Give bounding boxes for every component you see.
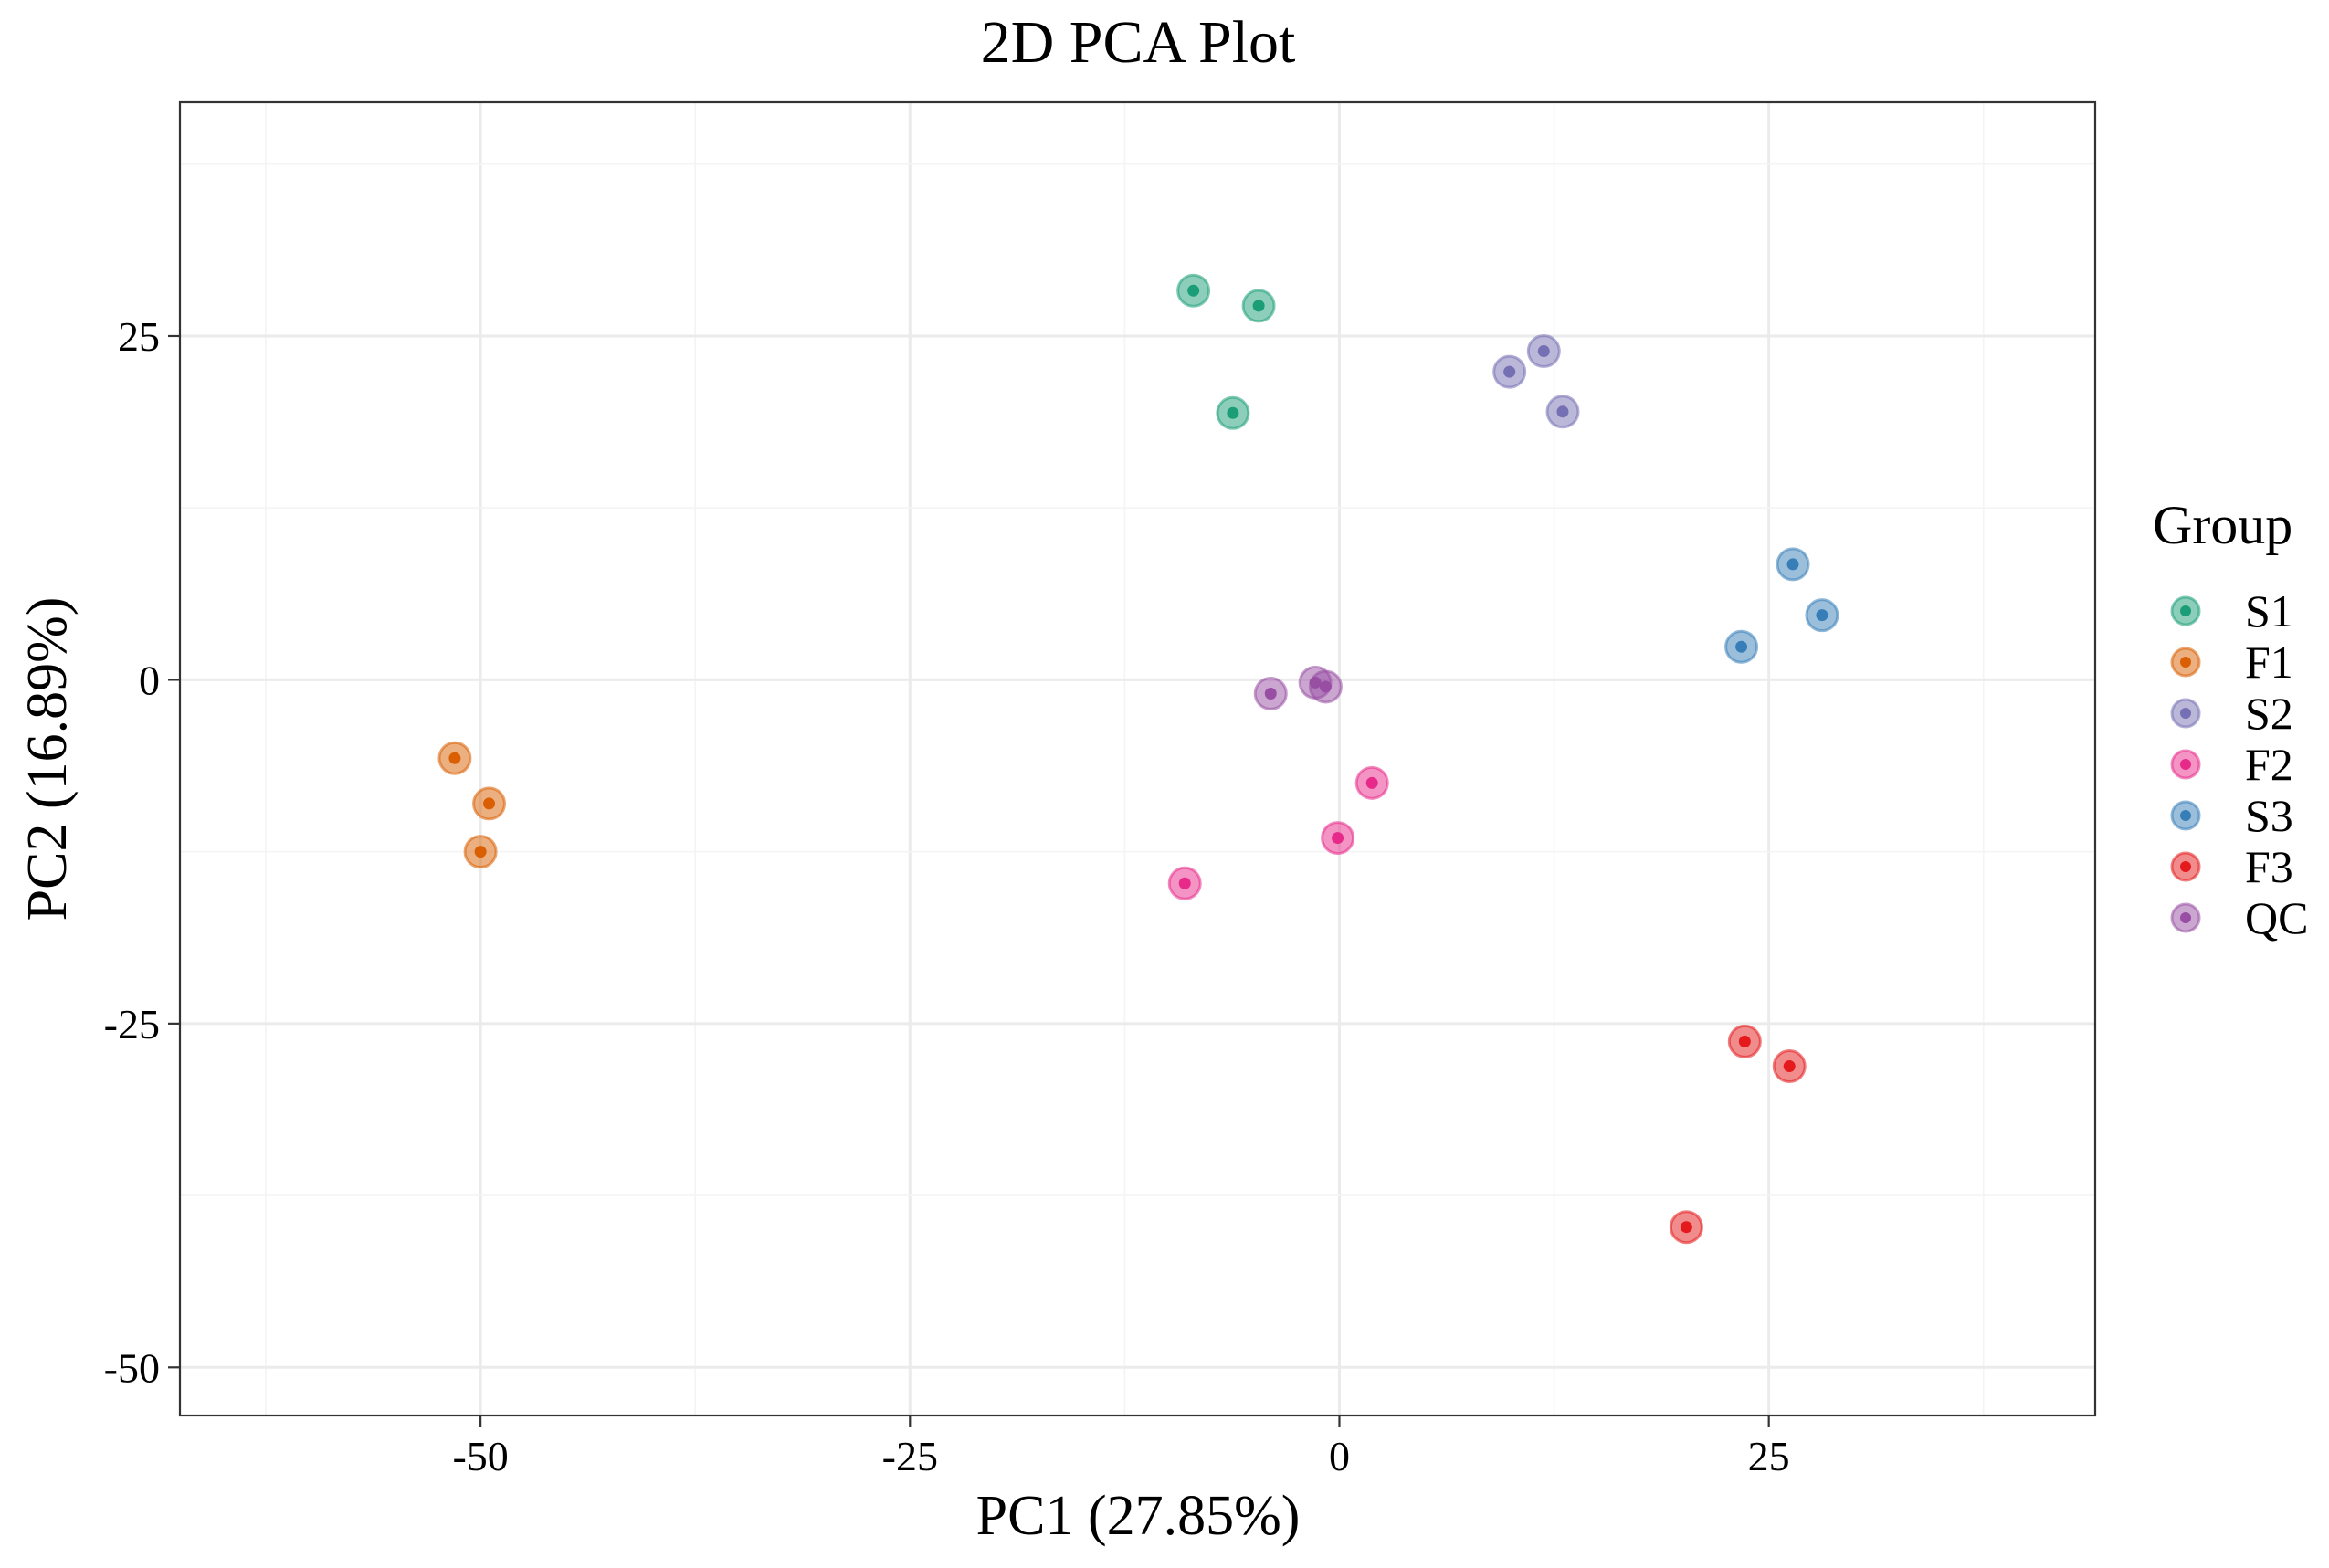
point-core — [1264, 687, 1277, 700]
point-core — [474, 846, 487, 858]
legend-label: S3 — [2245, 790, 2293, 841]
x-axis-title: PC1 (27.85%) — [976, 1485, 1301, 1547]
point-core — [1332, 832, 1344, 845]
legend-title: Group — [2153, 495, 2292, 555]
point-f1 — [463, 835, 498, 869]
x-tick-label: 25 — [1748, 1433, 1790, 1479]
point-f2 — [1354, 765, 1389, 800]
point-qc — [1308, 669, 1343, 704]
chart-title: 2D PCA Plot — [981, 9, 1296, 76]
point-s2 — [1545, 395, 1580, 429]
legend-item-s1: S1 — [2170, 585, 2293, 637]
legend-item-f2: F2 — [2170, 739, 2293, 790]
legend-key-core — [2180, 912, 2191, 923]
axes: -50 -25 0 25 -50 -25 0 25 — [104, 313, 1790, 1479]
data-points — [437, 273, 1839, 1245]
legend-key-core — [2180, 605, 2191, 616]
point-s3 — [1724, 629, 1759, 664]
legend-key-core — [2180, 861, 2191, 872]
point-core — [1735, 640, 1748, 653]
point-core — [1252, 300, 1265, 312]
legend-label: F1 — [2245, 637, 2293, 688]
point-core — [1178, 877, 1191, 889]
legend-item-f1: F1 — [2170, 637, 2293, 688]
plot-panel — [178, 100, 2097, 1417]
y-tick-label: 25 — [118, 313, 160, 360]
point-core — [1319, 680, 1332, 693]
legend-label: F3 — [2245, 841, 2293, 892]
point-core — [1365, 776, 1378, 789]
y-tick-label: -50 — [104, 1344, 160, 1391]
point-core — [1227, 406, 1239, 419]
legend-key-core — [2180, 810, 2191, 821]
point-core — [1187, 284, 1200, 297]
point-s1 — [1241, 289, 1276, 323]
x-tick-label: 0 — [1329, 1433, 1350, 1479]
legend-key-core — [2180, 759, 2191, 770]
x-tick-label: -50 — [452, 1433, 508, 1479]
legend-label: QC — [2245, 892, 2308, 943]
point-f3 — [1669, 1210, 1703, 1245]
point-s3 — [1776, 547, 1810, 582]
legend-item-s2: S2 — [2170, 688, 2293, 739]
legend-item-qc: QC — [2170, 892, 2308, 943]
point-s2 — [1526, 334, 1561, 369]
point-qc — [1253, 676, 1288, 710]
legend-item-s3: S3 — [2170, 790, 2293, 841]
point-core — [1783, 1060, 1796, 1073]
point-f3 — [1772, 1049, 1807, 1084]
point-s2 — [1492, 354, 1527, 389]
y-axis-title: PC2 (16.89%) — [16, 597, 79, 921]
point-f1 — [437, 741, 472, 775]
point-s3 — [1805, 598, 1839, 633]
point-core — [448, 752, 461, 764]
legend-key-core — [2180, 708, 2191, 719]
point-core — [1816, 609, 1828, 622]
x-tick-label: -25 — [882, 1433, 938, 1479]
point-s1 — [1176, 273, 1211, 308]
point-core — [1738, 1035, 1751, 1047]
legend-label: S1 — [2245, 585, 2293, 637]
point-core — [1537, 345, 1550, 358]
point-core — [1556, 405, 1569, 418]
point-core — [1680, 1221, 1692, 1234]
point-f1 — [472, 786, 507, 821]
point-core — [1503, 365, 1516, 378]
point-f2 — [1321, 821, 1355, 856]
point-f3 — [1727, 1024, 1762, 1058]
point-f2 — [1167, 866, 1202, 900]
grid-lines — [180, 102, 2095, 1415]
point-core — [1786, 558, 1799, 571]
y-tick-label: -25 — [104, 1001, 160, 1047]
legend-label: S2 — [2245, 688, 2293, 739]
legend-key-core — [2180, 657, 2191, 668]
point-s1 — [1216, 395, 1250, 430]
legend-label: F2 — [2245, 739, 2293, 790]
point-core — [483, 797, 496, 810]
legend-item-f3: F3 — [2170, 841, 2293, 892]
y-tick-label: 0 — [139, 657, 160, 703]
